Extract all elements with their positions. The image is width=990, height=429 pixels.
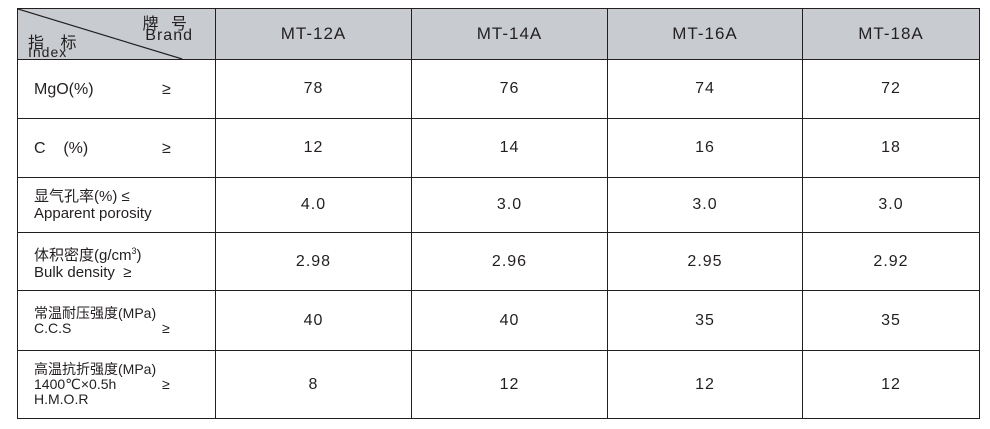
row-label: 体积密度(g/cm3) Bulk density ≥ xyxy=(17,232,216,291)
row-label-text: 体积密度(g/cm xyxy=(34,246,132,264)
row-label-line: 显气孔率(%) ≤ xyxy=(34,188,130,205)
table-cell: 76 xyxy=(411,59,608,119)
table-cell: 12 xyxy=(411,350,608,419)
ge-symbol: ≥ xyxy=(162,376,170,392)
row-label-line: Bulk density ≥ xyxy=(34,263,132,281)
spec-table: 牌 号 Brand 指 标 Index MT-12A MT-14A MT-16A… xyxy=(17,8,980,419)
table-cell: 35 xyxy=(802,290,980,351)
ge-symbol: ≥ xyxy=(162,139,171,157)
table-cell: 3.0 xyxy=(607,177,803,233)
row-label-line: Apparent porosity xyxy=(34,205,152,222)
row-label: 高温抗折强度(MPa) 1400℃×0.5h H.M.O.R ≥ xyxy=(17,350,216,419)
table-cell: 35 xyxy=(607,290,803,351)
row-label-line: C.C.S xyxy=(34,319,72,336)
table-cell: 18 xyxy=(802,118,980,178)
table-cell: 4.0 xyxy=(215,177,412,233)
row-label-line-with-sup: 体积密度(g/cm3) xyxy=(34,243,215,264)
table-row-mgo: MgO(%) ≥ 78 76 74 72 xyxy=(17,59,980,119)
table-row-ccs: 常温耐压强度(MPa) C.C.S ≥ 40 40 35 35 xyxy=(17,290,980,351)
table-cell: 2.98 xyxy=(215,232,412,291)
row-label-line: 常温耐压强度(MPa) xyxy=(34,304,157,321)
table-row-carbon: C (%) ≥ 12 14 16 18 xyxy=(17,118,980,178)
ge-symbol: ≥ xyxy=(162,319,170,336)
column-header-mt-14a: MT-14A xyxy=(411,8,608,60)
table-cell: 2.95 xyxy=(607,232,803,291)
brand-label-en: Brand xyxy=(145,27,193,44)
row-label-line: MgO(%) xyxy=(34,80,94,98)
row-label: 显气孔率(%) ≤ Apparent porosity xyxy=(17,177,216,233)
table-cell: 12 xyxy=(802,350,980,419)
table-cell: 8 xyxy=(215,350,412,419)
ge-symbol: ≥ xyxy=(162,80,171,98)
table-cell: 16 xyxy=(607,118,803,178)
table-cell: 40 xyxy=(215,290,412,351)
brand-label-cn: 牌 号 xyxy=(142,16,191,33)
table-cell: 3.0 xyxy=(411,177,608,233)
index-label-cn: 指 标 xyxy=(28,35,83,52)
table-cell: 12 xyxy=(215,118,412,178)
row-label-line: C (%) xyxy=(34,139,89,157)
table-cell: 14 xyxy=(411,118,608,178)
row-label-line: 高温抗折强度(MPa) xyxy=(34,361,157,377)
table-cell: 2.92 xyxy=(802,232,980,291)
table-cell: 72 xyxy=(802,59,980,119)
table-row-apparent-porosity: 显气孔率(%) ≤ Apparent porosity 4.0 3.0 3.0 … xyxy=(17,177,980,233)
row-label: MgO(%) ≥ xyxy=(17,59,216,119)
table-cell: 3.0 xyxy=(802,177,980,233)
row-label: C (%) ≥ xyxy=(17,118,216,178)
diagonal-divider xyxy=(18,9,183,59)
table-cell: 12 xyxy=(607,350,803,419)
row-label: 常温耐压强度(MPa) C.C.S ≥ xyxy=(17,290,216,351)
superscript: 3 xyxy=(131,245,137,256)
row-label-line: H.M.O.R xyxy=(34,391,89,407)
row-label-tail: ) xyxy=(136,246,142,264)
table-cell: 40 xyxy=(411,290,608,351)
corner-header-cell: 牌 号 Brand 指 标 Index xyxy=(17,8,216,60)
column-header-mt-12a: MT-12A xyxy=(215,8,412,60)
column-header-mt-18a: MT-18A xyxy=(802,8,980,60)
table-row-hmor: 高温抗折强度(MPa) 1400℃×0.5h H.M.O.R ≥ 8 12 12… xyxy=(17,350,980,419)
spec-table-container: 牌 号 Brand 指 标 Index MT-12A MT-14A MT-16A… xyxy=(17,8,980,421)
index-label-en: Index xyxy=(28,44,68,60)
table-row-bulk-density: 体积密度(g/cm3) Bulk density ≥ 2.98 2.96 2.9… xyxy=(17,232,980,291)
table-cell: 2.96 xyxy=(411,232,608,291)
table-cell: 78 xyxy=(215,59,412,119)
column-header-mt-16a: MT-16A xyxy=(607,8,803,60)
row-label-line: 1400℃×0.5h xyxy=(34,376,117,392)
header-row: 牌 号 Brand 指 标 Index MT-12A MT-14A MT-16A… xyxy=(17,8,980,60)
table-cell: 74 xyxy=(607,59,803,119)
